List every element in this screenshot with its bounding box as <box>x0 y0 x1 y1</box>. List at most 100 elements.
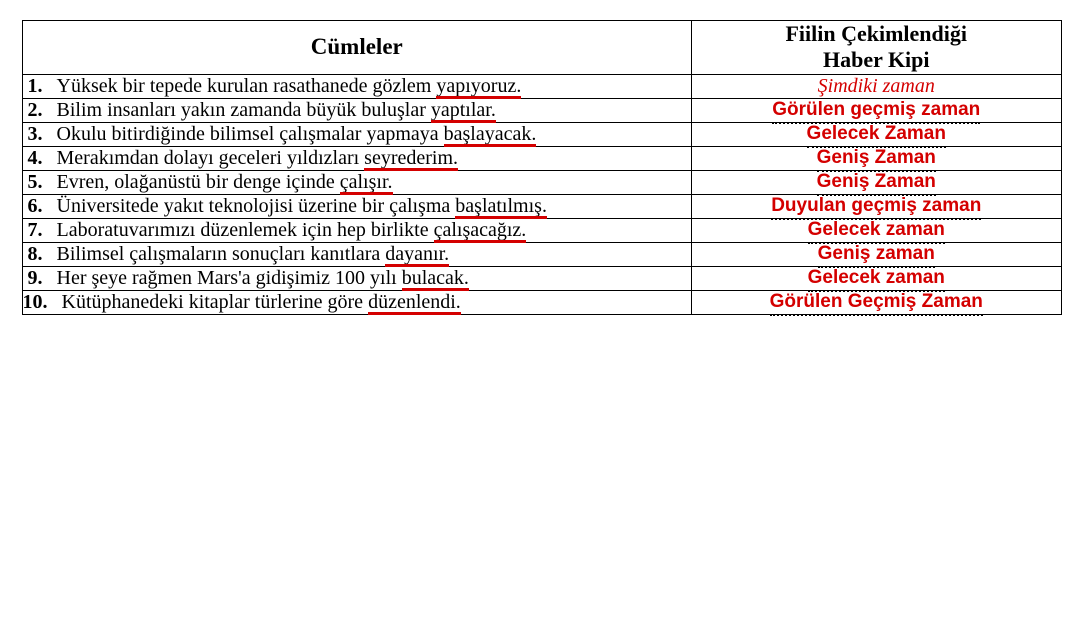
row-number: 8. <box>23 243 57 266</box>
row-number: 6. <box>23 195 57 218</box>
row-number: 5. <box>23 171 57 194</box>
sentence-text: Laboratuvarımızı düzenlemek için hep bir… <box>57 219 527 242</box>
answer-wrap: Şimdiki zaman <box>818 75 935 98</box>
row-number: 9. <box>23 267 57 290</box>
table-row: 8.Bilimsel çalışmaların sonuçları kanıtl… <box>22 242 1061 266</box>
header-sentences: Cümleler <box>22 21 692 75</box>
answer-wrap: Gelecek zaman <box>808 267 945 289</box>
sentence-cell: 9.Her şeye rağmen Mars'a gidişimiz 100 y… <box>22 266 692 290</box>
sentence-text: Kütüphanedeki kitaplar türlerine göre dü… <box>62 291 461 314</box>
answer-dotted-underline <box>770 314 983 316</box>
answer-text: Geniş Zaman <box>817 171 936 192</box>
sentence-row-content: 5.Evren, olağanüstü bir denge içinde çal… <box>23 171 692 194</box>
sentence-verb: seyrederim. <box>364 147 458 169</box>
table-row: 4.Merakımdan dolayı geceleri yıldızları … <box>22 146 1061 170</box>
sentence-text: Üniversitede yakıt teknolojisi üzerine b… <box>57 195 547 218</box>
header-answer-line1: Fiilin Çekimlendiği <box>785 21 967 46</box>
answer-wrap: Gelecek zaman <box>808 219 945 241</box>
table-row: 9.Her şeye rağmen Mars'a gidişimiz 100 y… <box>22 266 1061 290</box>
sentence-row-content: 7.Laboratuvarımızı düzenlemek için hep b… <box>23 219 692 242</box>
answer-cell: Şimdiki zaman <box>692 74 1061 98</box>
sentence-cell: 6.Üniversitede yakıt teknolojisi üzerine… <box>22 194 692 218</box>
sentence-text: Evren, olağanüstü bir denge içinde çalış… <box>57 171 393 194</box>
answer-text: Duyulan geçmiş zaman <box>771 195 981 216</box>
sentence-text: Okulu bitirdiğinde bilimsel çalışmalar y… <box>57 123 537 146</box>
answer-cell: Gelecek zaman <box>692 266 1061 290</box>
sentence-plain: Kütüphanedeki kitaplar türlerine göre <box>62 291 369 313</box>
sentence-verb: yaptılar. <box>431 99 496 121</box>
sentence-cell: 1.Yüksek bir tepede kurulan rasathanede … <box>22 74 692 98</box>
verb-underline <box>368 312 461 315</box>
sentence-plain: Yüksek bir tepede kurulan rasathanede gö… <box>57 75 437 97</box>
answer-wrap: Geniş zaman <box>818 243 935 265</box>
answer-wrap: Duyulan geçmiş zaman <box>771 195 981 217</box>
answer-wrap: Gelecek Zaman <box>807 123 946 145</box>
header-answer-line2: Haber Kipi <box>823 47 930 72</box>
grammar-table: Cümleler Fiilin Çekimlendiği Haber Kipi … <box>22 20 1062 315</box>
sentence-row-content: 9.Her şeye rağmen Mars'a gidişimiz 100 y… <box>23 267 692 290</box>
answer-cell: Duyulan geçmiş zaman <box>692 194 1061 218</box>
answer-text: Görülen geçmiş zaman <box>772 99 980 120</box>
sentence-cell: 5.Evren, olağanüstü bir denge içinde çal… <box>22 170 692 194</box>
sentence-cell: 3.Okulu bitirdiğinde bilimsel çalışmalar… <box>22 122 692 146</box>
sentence-row-content: 8.Bilimsel çalışmaların sonuçları kanıtl… <box>23 243 692 266</box>
answer-wrap: Geniş Zaman <box>817 147 936 169</box>
sentence-cell: 2.Bilim insanları yakın zamanda büyük bu… <box>22 98 692 122</box>
sentence-text: Bilimsel çalışmaların sonuçları kanıtlar… <box>57 243 450 266</box>
table-row: 5.Evren, olağanüstü bir denge içinde çal… <box>22 170 1061 194</box>
row-number: 1. <box>23 75 57 98</box>
table-row: 7.Laboratuvarımızı düzenlemek için hep b… <box>22 218 1061 242</box>
row-number: 10. <box>23 291 62 314</box>
sentence-verb: dayanır. <box>385 243 449 265</box>
table-row: 10.Kütüphanedeki kitaplar türlerine göre… <box>22 290 1061 314</box>
answer-cell: Görülen geçmiş zaman <box>692 98 1061 122</box>
answer-cell: Gelecek zaman <box>692 218 1061 242</box>
answer-text: Geniş zaman <box>818 243 935 264</box>
answer-wrap: Geniş Zaman <box>817 171 936 193</box>
sentence-row-content: 3.Okulu bitirdiğinde bilimsel çalışmalar… <box>23 123 692 146</box>
answer-text: Gelecek zaman <box>808 267 945 288</box>
sentence-cell: 8.Bilimsel çalışmaların sonuçları kanıtl… <box>22 242 692 266</box>
sentence-plain: Her şeye rağmen Mars'a gidişimiz 100 yıl… <box>57 267 402 289</box>
sentence-row-content: 4.Merakımdan dolayı geceleri yıldızları … <box>23 147 692 170</box>
row-number: 2. <box>23 99 57 122</box>
sentence-row-content: 6.Üniversitede yakıt teknolojisi üzerine… <box>23 195 692 218</box>
sentence-cell: 10.Kütüphanedeki kitaplar türlerine göre… <box>22 290 692 314</box>
table-row: 1.Yüksek bir tepede kurulan rasathanede … <box>22 74 1061 98</box>
sentence-verb: yapıyoruz. <box>436 75 521 97</box>
sentence-verb: düzenlendi. <box>368 291 461 313</box>
sentence-text: Bilim insanları yakın zamanda büyük bulu… <box>57 99 496 122</box>
row-number: 3. <box>23 123 57 146</box>
sentence-plain: Bilim insanları yakın zamanda büyük bulu… <box>57 99 431 121</box>
sentence-verb: başlatılmış. <box>455 195 547 217</box>
sentence-verb: çalışacağız. <box>434 219 527 241</box>
sentence-text: Yüksek bir tepede kurulan rasathanede gö… <box>57 75 522 98</box>
answer-cell: Görülen Geçmiş Zaman <box>692 290 1061 314</box>
sentence-text: Merakımdan dolayı geceleri yıldızları se… <box>57 147 459 170</box>
table-row: 6.Üniversitede yakıt teknolojisi üzerine… <box>22 194 1061 218</box>
sentence-plain: Üniversitede yakıt teknolojisi üzerine b… <box>57 195 456 217</box>
sentence-text: Her şeye rağmen Mars'a gidişimiz 100 yıl… <box>57 267 469 290</box>
sentence-verb: bulacak. <box>402 267 469 289</box>
answer-cell: Geniş Zaman <box>692 146 1061 170</box>
row-number: 7. <box>23 219 57 242</box>
sentence-plain: Merakımdan dolayı geceleri yıldızları <box>57 147 365 169</box>
answer-text: Gelecek zaman <box>808 219 945 240</box>
answer-text: Gelecek Zaman <box>807 123 946 144</box>
answer-cell: Gelecek Zaman <box>692 122 1061 146</box>
sentence-plain: Laboratuvarımızı düzenlemek için hep bir… <box>57 219 434 241</box>
sentence-row-content: 2.Bilim insanları yakın zamanda büyük bu… <box>23 99 692 122</box>
sentence-row-content: 10.Kütüphanedeki kitaplar türlerine göre… <box>23 291 692 314</box>
sentence-row-content: 1.Yüksek bir tepede kurulan rasathanede … <box>23 75 692 98</box>
answer-text: Görülen Geçmiş Zaman <box>770 291 983 312</box>
answer-wrap: Görülen geçmiş zaman <box>772 99 980 121</box>
answer-wrap: Görülen Geçmiş Zaman <box>770 291 983 313</box>
answer-text: Geniş Zaman <box>817 147 936 168</box>
row-number: 4. <box>23 147 57 170</box>
answer-cell: Geniş Zaman <box>692 170 1061 194</box>
sentence-plain: Bilimsel çalışmaların sonuçları kanıtlar… <box>57 243 386 265</box>
sentence-cell: 4.Merakımdan dolayı geceleri yıldızları … <box>22 146 692 170</box>
sentence-verb: çalışır. <box>340 171 393 193</box>
sentence-cell: 7.Laboratuvarımızı düzenlemek için hep b… <box>22 218 692 242</box>
sentence-plain: Okulu bitirdiğinde bilimsel çalışmalar y… <box>57 123 444 145</box>
